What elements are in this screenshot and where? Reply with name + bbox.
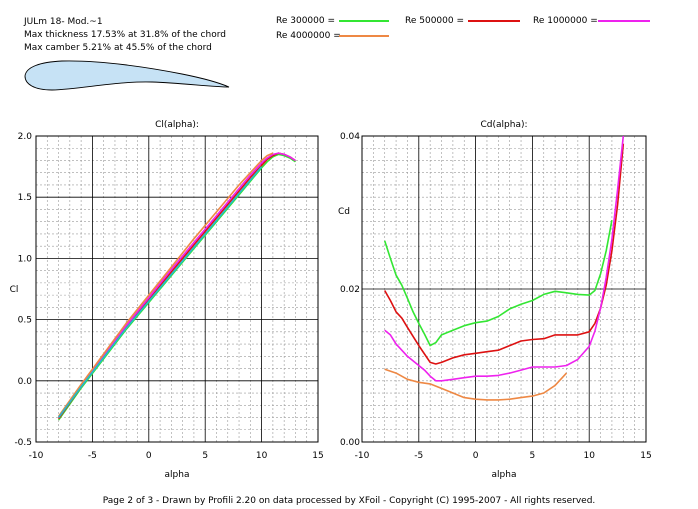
- cd-series-line-re-1000000: [384, 135, 625, 382]
- cl-series-line-unlabeled-4: [57, 166, 263, 418]
- cl-chart-title: Cl(alpha):: [155, 120, 199, 130]
- cl-series-line-re-500000: [57, 152, 296, 420]
- airfoil-name: JULm 18- Mod.~1: [24, 17, 103, 27]
- legend-swatch-re500000: [468, 20, 520, 22]
- cd-x-tick-label: -5: [414, 451, 423, 461]
- cl-plot-frame: [35, 135, 319, 443]
- cd-series-line-re-300000: [383, 220, 613, 347]
- footer-credits: Page 2 of 3 - Drawn by Profili 2.20 on d…: [102, 496, 596, 506]
- max-thickness-info: Max thickness 17.53% at 31.8% of the cho…: [24, 30, 226, 40]
- legend-label-re4000000: Re 4000000 =: [276, 31, 341, 41]
- cd-plot-frame: [361, 135, 647, 443]
- legend-label-re500000: Re 500000 =: [405, 16, 465, 26]
- cd-series-group: [383, 135, 625, 401]
- cl-y-tick-label: 1.0: [18, 254, 33, 264]
- cd-x-axis-label: alpha: [492, 470, 517, 480]
- cd-x-tick-label: 0: [473, 451, 479, 461]
- cd-series-line-re-4000000: [384, 368, 568, 401]
- cd-y-tick-label: 0.00: [340, 438, 360, 448]
- cl-y-axis-label: Cl: [10, 285, 19, 295]
- cl-x-tick-label: 5: [202, 451, 208, 461]
- cd-x-tick-label: -10: [355, 451, 370, 461]
- cl-y-tick-label: 2.0: [18, 132, 33, 142]
- cl-y-tick-label: -0.5: [14, 438, 32, 448]
- cl-series-line-re-4000000: [57, 152, 274, 417]
- cl-x-tick-label: 15: [312, 451, 323, 461]
- cl-series-line-re-1000000: [57, 152, 296, 418]
- cl-x-tick-label: 0: [146, 451, 152, 461]
- cd-chart-title: Cd(alpha):: [481, 120, 528, 130]
- legend-swatch-re4000000: [339, 35, 389, 37]
- cl-y-tick-label: 0.5: [18, 316, 32, 326]
- legend-swatch-re300000: [339, 20, 389, 22]
- legend-swatch-re1000000: [598, 20, 650, 22]
- cl-x-tick-label: 10: [256, 451, 268, 461]
- cd-x-tick-label: 10: [583, 451, 595, 461]
- cl-series-group: [57, 152, 296, 421]
- cd-y-tick-label: 0.02: [340, 285, 360, 295]
- max-camber-info: Max camber 5.21% at 45.5% of the chord: [24, 43, 212, 53]
- cd-x-tick-label: 15: [640, 451, 651, 461]
- cl-series-line-re-300000: [57, 153, 296, 421]
- legend-label-re300000: Re 300000 =: [276, 16, 336, 26]
- cl-x-tick-label: -10: [29, 451, 44, 461]
- airfoil-shape: [24, 60, 230, 91]
- cl-y-tick-label: 1.5: [18, 193, 32, 203]
- legend-label-re1000000: Re 1000000 =: [533, 16, 598, 26]
- cd-y-axis-label: Cd: [338, 207, 350, 217]
- cl-x-axis-label: alpha: [165, 470, 190, 480]
- cl-y-tick-label: 0.0: [18, 377, 33, 387]
- cd-y-tick-label: 0.04: [340, 132, 360, 142]
- cl-x-tick-label: -5: [88, 451, 97, 461]
- cd-x-tick-label: 5: [530, 451, 536, 461]
- cd-series-line-re-500000: [384, 143, 625, 365]
